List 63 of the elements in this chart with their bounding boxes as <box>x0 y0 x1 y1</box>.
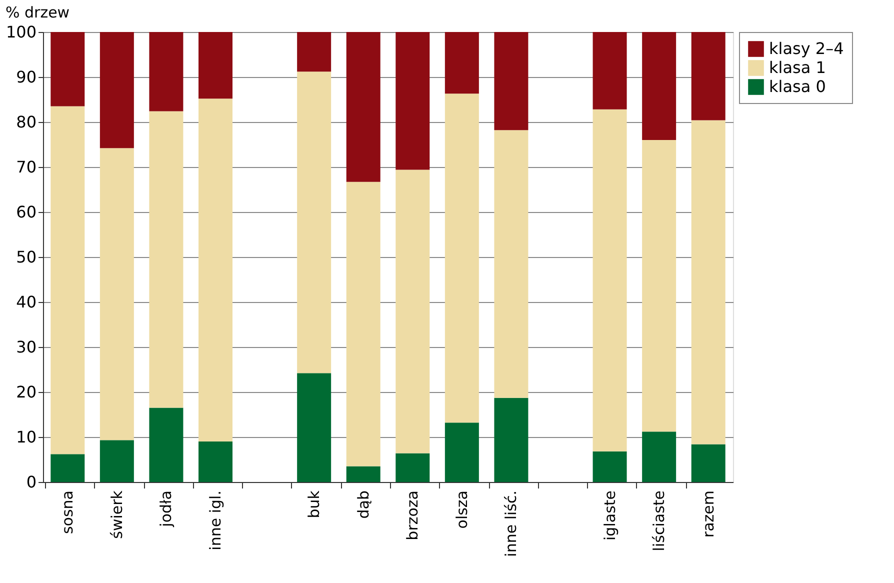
x-tick-label: razem <box>699 490 718 538</box>
bar <box>592 451 627 482</box>
legend-label: klasa 1 <box>769 58 826 77</box>
bar <box>198 442 232 482</box>
bar <box>691 120 726 444</box>
bar <box>642 432 676 482</box>
bar <box>297 373 332 482</box>
x-tick-label: inne liść. <box>502 490 520 557</box>
bar <box>444 32 479 94</box>
bar <box>346 182 380 466</box>
y-tick-label: 30 <box>16 338 36 356</box>
bar <box>396 32 430 170</box>
bar <box>297 32 332 72</box>
x-tick-label: inne igl. <box>206 490 224 550</box>
bar <box>592 109 627 452</box>
bar <box>100 440 134 482</box>
x-tick-label: buk <box>305 490 324 518</box>
bar <box>50 32 85 106</box>
bar <box>50 106 85 454</box>
bar <box>494 398 528 482</box>
y-tick-label: 0 <box>26 472 36 492</box>
y-tick-label: 60 <box>16 202 36 222</box>
bar <box>396 170 430 454</box>
x-tick-label: jodła <box>157 490 176 528</box>
bar <box>444 94 479 423</box>
bar <box>444 422 479 482</box>
x-tick-label: sosna <box>58 490 77 534</box>
bar <box>198 98 232 442</box>
bar <box>642 140 676 432</box>
bar <box>346 466 380 482</box>
bar <box>297 72 332 374</box>
y-tick-label: 50 <box>16 248 36 266</box>
bar <box>149 32 184 112</box>
bar <box>396 453 430 482</box>
x-tick-label: świerk <box>108 490 126 539</box>
bar <box>100 32 134 148</box>
bar <box>691 444 726 482</box>
y-tick-label: 40 <box>16 292 36 312</box>
bar <box>494 32 528 130</box>
legend-label: klasa 0 <box>769 77 826 96</box>
y-tick-label: 100 <box>6 22 36 42</box>
y-tick-label: 10 <box>16 428 36 446</box>
legend-label: klasy 2–4 <box>769 39 844 58</box>
bar <box>494 130 528 398</box>
bar <box>642 32 676 140</box>
y-tick-label: 70 <box>16 158 36 176</box>
bar <box>691 32 726 120</box>
x-tick-label: liściaste <box>650 490 668 552</box>
bar <box>50 454 85 482</box>
y-tick-label: 80 <box>16 112 36 132</box>
bar <box>149 111 184 408</box>
x-tick-label: olsza <box>452 490 471 529</box>
y-tick-label: 20 <box>16 382 36 402</box>
bar <box>149 408 184 482</box>
y-axis-title: % drzew <box>6 4 70 22</box>
bar <box>346 32 380 182</box>
bar <box>198 32 232 99</box>
bar <box>592 32 627 110</box>
y-tick-label: 90 <box>16 68 36 86</box>
x-tick-label: brzoza <box>404 490 422 540</box>
x-tick-label: dąb <box>354 490 372 519</box>
bar <box>100 148 134 440</box>
x-tick-label: iglaste <box>600 490 619 540</box>
